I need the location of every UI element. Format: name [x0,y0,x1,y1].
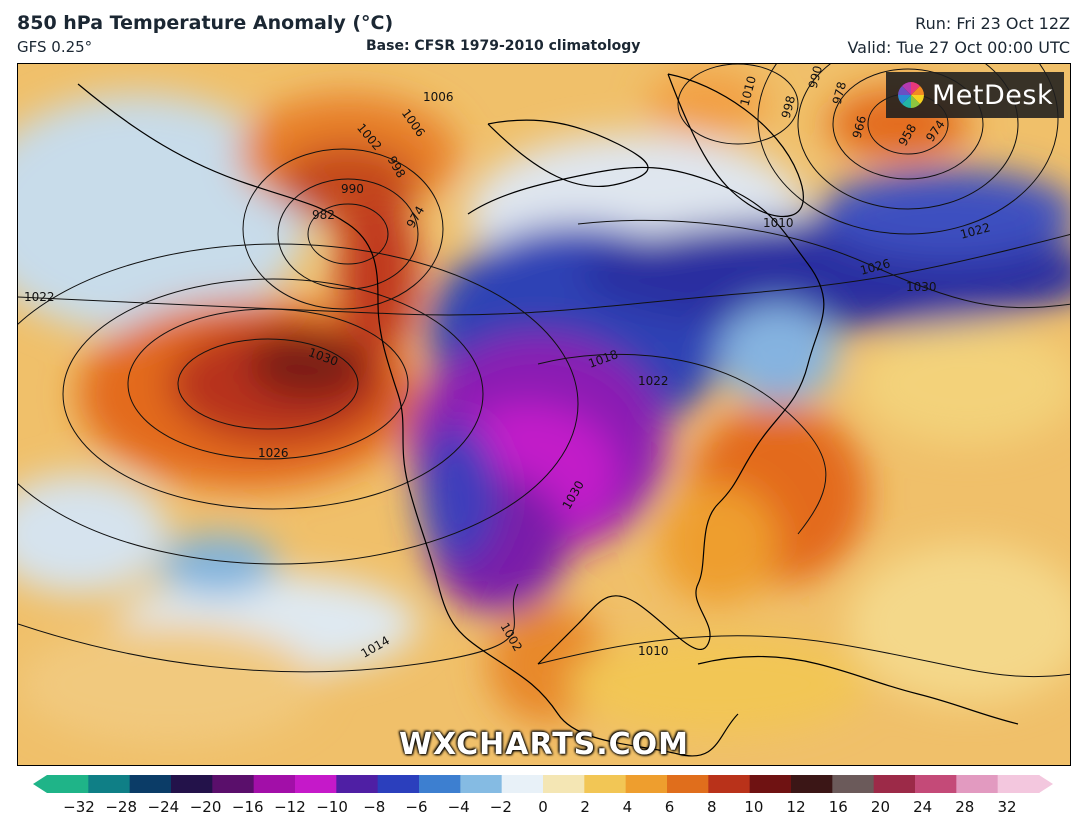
isobar-label: 1006 [423,90,454,104]
colorbar-segment [336,775,379,793]
colorbar-tick-label: 4 [622,798,633,816]
colorbar-tick-label: −2 [489,798,512,816]
isobar-line [577,219,1070,309]
greenland-coast [667,73,804,218]
model-label: GFS 0.25° [17,38,93,56]
colorbar-tick-label: −28 [105,798,137,816]
colorbar-ticks: −32 −28 −24 −20 −16 −12 −10 −8 −6 −4 −2 0 2 4 6 8 10 12 16… [33,798,1053,818]
colorbar-min-arrow [33,775,47,793]
colorbar-tick-label: 0 [538,798,548,816]
arctic-islands [487,119,649,188]
colorbar-tick-label: 6 [664,798,675,816]
anomaly-map: 1006 1002 1006 990 998 982 974 1010 990 … [17,63,1071,766]
colorbar-segment [377,775,420,793]
chart-title: 850 hPa Temperature Anomaly (°C) [17,12,394,34]
isobar-line [18,233,1070,316]
isobar-line [18,243,579,565]
colorbar-tick-label: −20 [189,798,222,816]
colorbar-segment [171,775,213,793]
colorbar-tick-label: −16 [231,798,264,816]
coastline-east [467,166,825,665]
colorbar-segment [956,775,999,793]
colorbar-tick-label: −4 [447,798,470,816]
colorbar-segment [997,775,1040,793]
colorbar-tick-label: −24 [147,798,180,816]
isobar-label: 1010 [763,216,794,230]
colorbar-tick-label: −32 [63,798,95,816]
colorbar-segment [667,775,709,793]
isobar-label: 1022 [638,374,669,388]
isobar-lines [18,64,1070,678]
isobar-line [177,338,359,430]
isobar-line [797,64,1019,210]
colorbar-tick-label: 8 [706,798,717,816]
colorbar-segment [47,775,89,793]
colorbar-segment [915,775,957,793]
metdesk-logo: MetDesk [886,72,1064,118]
colorbar-segment [749,775,792,793]
isobar-label: 1010 [638,644,669,658]
colorbar-segment [460,775,503,793]
metdesk-logo-text: MetDesk [932,79,1054,111]
colorbar-tick-label: 12 [786,798,806,816]
isobar-line [18,583,519,673]
colorbar-segment [791,775,833,793]
colorbar-tick-label: 24 [913,798,933,816]
colorbar-max-arrow [1039,775,1053,793]
colorbar-tick-label: 32 [997,798,1017,816]
wxcharts-watermark: WXCHARTS.COM [398,727,690,762]
isobar-label: 1022 [24,290,55,304]
isobar-line [757,64,1059,235]
coastlines [77,73,1019,757]
colorbar-tick-label: 28 [955,798,975,816]
colorbar-segment [625,775,668,793]
valid-time-label: Valid: Tue 27 Oct 00:00 UTC [847,38,1070,57]
isobar-line [62,278,484,510]
colorbar-segment [253,775,296,793]
colorbar-tick-label: 2 [580,798,590,816]
isobar-line [832,68,984,180]
colorbar-segment [129,775,172,793]
colorbar [33,775,1053,793]
colorbar-segment [708,775,751,793]
colorbar-segment [501,775,544,793]
colorbar-tick-label: −10 [316,798,348,816]
colorbar-segment [832,775,875,793]
colorbar-tick-label: 10 [744,798,764,816]
anomaly-field [18,69,1070,744]
colorbar-segment [543,775,585,793]
colorbar-segment [584,775,627,793]
metdesk-pinwheel-icon [898,82,924,108]
coastline-west [77,83,739,757]
colorbar-tick-label: 20 [870,798,890,816]
colorbar-tick-label: −6 [405,798,428,816]
climatology-base-label: Base: CFSR 1979-2010 climatology [366,38,641,54]
isobar-line [537,353,827,535]
map-canvas [18,64,1070,765]
colorbar-segment [295,775,337,793]
colorbar-segment [419,775,461,793]
colorbar-tick-label: −8 [363,798,386,816]
colorbar-segment [88,775,131,793]
isobar-label: 982 [312,208,335,222]
isobar-line [677,64,799,145]
colorbar-tick-label: 16 [828,798,848,816]
run-time-label: Run: Fri 23 Oct 12Z [915,14,1070,33]
colorbar-segment [873,775,916,793]
isobar-label: 1026 [258,446,289,460]
colorbar-segment [212,775,255,793]
isobar-line [277,178,419,290]
isobar-line [242,148,444,310]
isobar-line [307,203,389,265]
caribbean-islands [697,655,1019,725]
isobar-label: 990 [341,182,364,196]
isobar-label: 1030 [906,280,937,294]
colorbar-tick-label: −12 [274,798,306,816]
isobar-line [537,635,1070,678]
